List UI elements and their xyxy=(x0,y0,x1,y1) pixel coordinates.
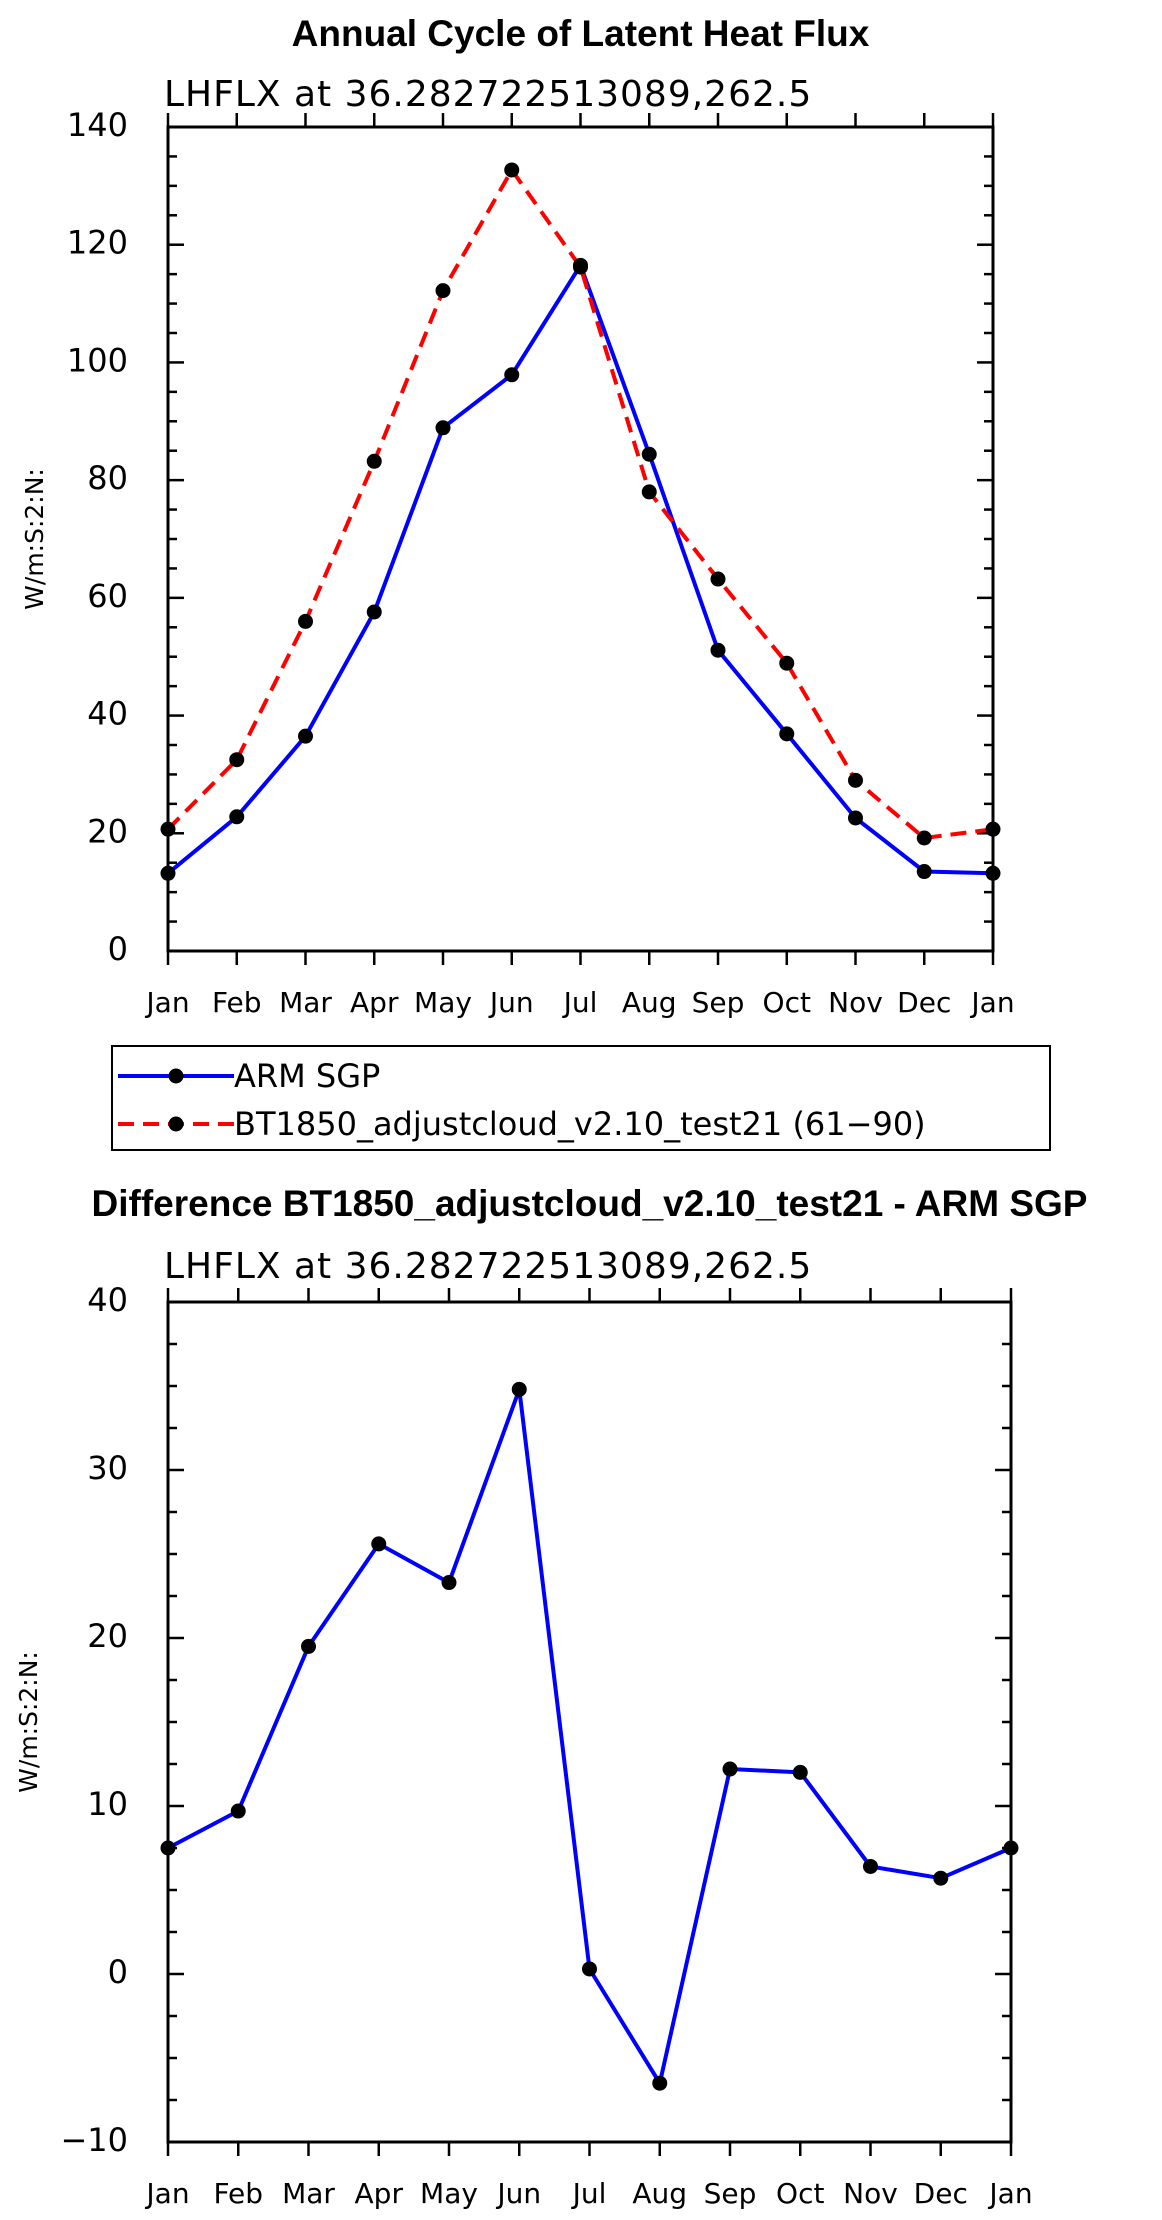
y-tick-label: 20 xyxy=(87,1617,128,1655)
data-point xyxy=(160,821,176,837)
x-tick-label: Oct xyxy=(776,2177,824,2210)
x-tick-label: Aug xyxy=(632,2177,687,2210)
chart-title: Annual Cycle of Latent Heat Flux xyxy=(292,13,870,54)
y-tick-label: 10 xyxy=(87,1785,128,1823)
data-point xyxy=(511,1381,527,1397)
data-point xyxy=(441,1575,457,1591)
x-tick-label: Jul xyxy=(562,986,598,1019)
data-point xyxy=(652,2075,668,2091)
y-tick-label: 40 xyxy=(87,695,128,733)
y-tick-label: 60 xyxy=(87,577,128,615)
data-point xyxy=(710,642,726,658)
x-tick-label: Oct xyxy=(763,986,811,1019)
y-tick-label: 120 xyxy=(67,224,128,262)
data-point xyxy=(160,865,176,881)
data-point xyxy=(916,830,932,846)
data-point xyxy=(371,1536,387,1552)
series-line-1 xyxy=(167,1387,1012,2086)
chart-subtitle: LHFLX at 36.282722513089,262.5 xyxy=(164,1246,812,1287)
y-tick-label: 40 xyxy=(87,1281,128,1319)
data-point xyxy=(582,1961,597,1977)
y-tick-label: 0 xyxy=(108,930,128,968)
plot-frame xyxy=(166,1300,1013,2144)
x-tick-label: Apr xyxy=(355,2177,404,2210)
data-point xyxy=(301,1638,316,1654)
y-axis-label: W/m:S:2:N: xyxy=(20,468,49,610)
data-point xyxy=(366,453,382,469)
x-tick-label: Nov xyxy=(828,986,883,1019)
data-point xyxy=(435,420,451,436)
data-point xyxy=(722,1761,738,1777)
legend-label-2: BT1850_adjustcloud_v2.10_test21 (61−90) xyxy=(234,1105,926,1143)
x-tick-label: Jan xyxy=(969,986,1014,1019)
data-point xyxy=(504,162,520,178)
x-tick-label: Dec xyxy=(914,2177,968,2210)
data-point xyxy=(933,1870,949,1886)
x-tick-label: Mar xyxy=(282,2177,335,2210)
legend: ARM SGP BT1850_adjustcloud_v2.10_test21 (… xyxy=(111,1045,1051,1151)
x-tick-label: Sep xyxy=(692,986,745,1019)
x-tick-label: Jan xyxy=(987,2177,1032,2210)
x-tick-label: Jan xyxy=(144,986,189,1019)
chart-panel-1: Annual Cycle of Latent Heat Flux LHFLX at… xyxy=(20,13,1051,1151)
y-tick-label: 140 xyxy=(67,106,128,144)
x-tick-label: Nov xyxy=(843,2177,898,2210)
x-tick-label: Mar xyxy=(279,986,332,1019)
data-point xyxy=(229,809,245,825)
x-tick-label: Dec xyxy=(897,986,951,1019)
x-tick-label: Jul xyxy=(571,2177,607,2210)
data-point xyxy=(792,1764,808,1780)
x-tick-label: Jan xyxy=(144,2177,189,2210)
data-point xyxy=(1003,1840,1019,1856)
data-point xyxy=(298,613,313,629)
data-point xyxy=(863,1858,878,1874)
y-tick-label: −10 xyxy=(60,2121,128,2159)
legend-box xyxy=(111,1045,1051,1151)
x-tick-label: Jun xyxy=(488,986,534,1019)
data-point xyxy=(779,726,795,742)
x-tick-label: May xyxy=(414,986,472,1019)
data-point xyxy=(160,1840,176,1856)
data-point xyxy=(230,1803,246,1819)
x-tick-label: Aug xyxy=(622,986,677,1019)
y-tick-label: 20 xyxy=(87,812,128,850)
x-tick-label: Feb xyxy=(213,2177,263,2210)
legend-marker xyxy=(168,1068,184,1084)
y-tick-label: 30 xyxy=(87,1449,128,1487)
data-point xyxy=(985,865,1001,881)
data-point xyxy=(504,367,520,383)
y-tick-label: 80 xyxy=(87,459,128,497)
x-tick-label: May xyxy=(420,2177,478,2210)
x-tick-label: Sep xyxy=(704,2177,757,2210)
data-point xyxy=(985,821,1001,837)
data-point xyxy=(641,446,657,462)
legend-label-1: ARM SGP xyxy=(234,1057,380,1095)
data-point xyxy=(710,571,726,587)
data-point xyxy=(435,283,451,299)
x-tick-label: Jun xyxy=(495,2177,541,2210)
data-point xyxy=(641,484,657,500)
x-tick-label: Feb xyxy=(212,986,262,1019)
chart-subtitle: LHFLX at 36.282722513089,262.5 xyxy=(164,74,812,115)
series-line-1 xyxy=(166,263,994,876)
data-point xyxy=(848,772,863,788)
data-point xyxy=(573,259,588,275)
data-point xyxy=(366,604,382,620)
data-point xyxy=(848,810,863,826)
chart-panel-2: Difference BT1850_adjustcloud_v2.10_test… xyxy=(14,1183,1087,2210)
data-point xyxy=(229,752,245,768)
y-tick-label: 100 xyxy=(67,341,128,379)
data-point xyxy=(298,728,313,744)
data-point xyxy=(779,655,795,671)
x-tick-label: Apr xyxy=(350,986,399,1019)
data-point xyxy=(916,864,932,880)
y-axis-label: W/m:S:2:N: xyxy=(14,1651,43,1793)
legend-marker xyxy=(168,1116,184,1132)
chart-title: Difference BT1850_adjustcloud_v2.10_test… xyxy=(92,1183,1088,1224)
y-tick-label: 0 xyxy=(108,1953,128,1991)
